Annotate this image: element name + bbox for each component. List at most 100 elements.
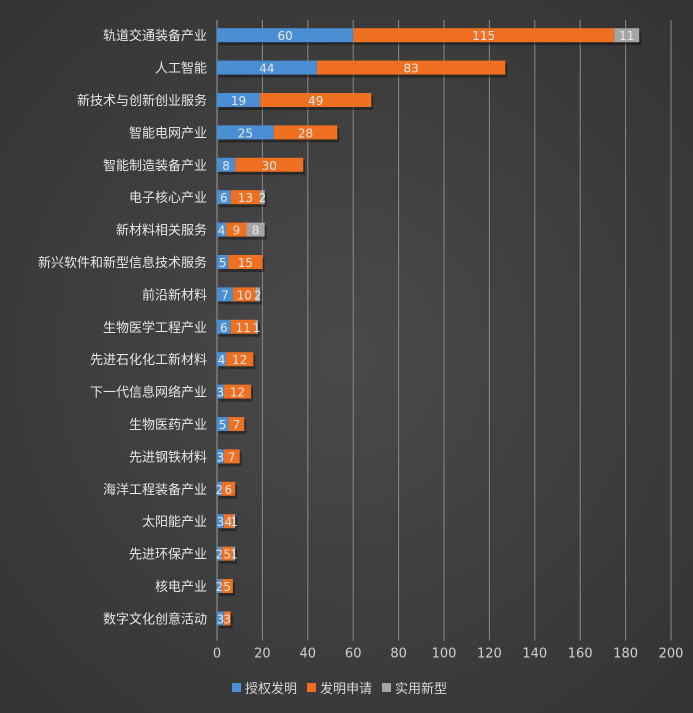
category-label: 前沿新材料: [142, 287, 207, 303]
data-label: 60: [277, 29, 292, 43]
x-tick-label: 160: [568, 647, 593, 662]
x-tick-label: 80: [390, 647, 407, 662]
data-label: 7: [228, 450, 236, 464]
bar-segment: [217, 190, 231, 205]
bar-segment: [230, 190, 261, 205]
bar-segment: [232, 287, 256, 302]
data-label: 4: [218, 224, 226, 238]
bar-segment: [217, 514, 224, 529]
bar-segment: [217, 611, 224, 626]
x-tick-label: 180: [613, 647, 638, 662]
data-label: 30: [262, 159, 277, 173]
data-label: 5: [219, 418, 227, 432]
bar-segment: [221, 481, 236, 496]
category-label: 电子核心产业: [129, 191, 207, 206]
legend-swatch: [232, 683, 241, 692]
bar-segment: [221, 546, 233, 561]
category-label: 智能电网产业: [129, 126, 207, 141]
category-label: 先进环保产业: [129, 548, 207, 563]
data-label: 7: [221, 288, 229, 302]
data-label: 6: [225, 483, 233, 497]
bar-segment: [228, 417, 245, 431]
x-tick-label: 140: [522, 647, 547, 662]
bar-segment: [221, 579, 233, 593]
category-label: 生物医学工程产业: [103, 320, 207, 336]
data-label: 9: [232, 224, 240, 238]
data-label: 2: [259, 191, 267, 205]
bar-segment: [226, 222, 247, 237]
data-label: 13: [238, 191, 253, 205]
x-tick-label: 60: [345, 647, 362, 662]
data-label: 15: [238, 256, 253, 270]
data-label: 11: [619, 29, 634, 43]
data-label: 12: [230, 386, 245, 400]
data-label: 4: [225, 515, 233, 529]
x-tick-label: 100: [432, 647, 457, 662]
bar-segment: [217, 93, 261, 107]
bar-segment: [217, 319, 231, 334]
bar-segment: [226, 352, 254, 367]
category-label: 新技术与创新创业服务: [77, 93, 207, 109]
data-label: 3: [217, 450, 225, 464]
bar-segment: [217, 481, 222, 496]
bar-segment: [217, 384, 224, 399]
bar-segment: [260, 190, 265, 205]
bar-segment: [255, 319, 258, 334]
bar-segment: [353, 28, 615, 43]
x-tick-label: 0: [213, 647, 221, 662]
legend-entry: 实用新型: [395, 681, 447, 697]
data-label: 49: [308, 94, 323, 108]
data-label: 1: [230, 548, 238, 562]
bar-segment: [232, 546, 236, 561]
data-label: 1: [253, 321, 261, 335]
category-label: 新材料相关服务: [116, 223, 207, 239]
bar-segment: [232, 514, 236, 529]
data-label: 5: [223, 580, 231, 594]
bar-segment: [614, 28, 640, 43]
data-label: 44: [259, 62, 274, 76]
bar-shadow: [257, 322, 260, 337]
bar-segment: [217, 125, 274, 140]
x-tick-label: 20: [254, 647, 271, 662]
category-label: 先进石化化工新材料: [90, 352, 207, 368]
data-label: 11: [235, 321, 250, 335]
data-label: 115: [472, 29, 495, 43]
category-label: 下一代信息网络产业: [90, 385, 207, 401]
category-label: 人工智能: [155, 62, 207, 77]
bar-segment: [217, 449, 224, 464]
data-label: 3: [217, 612, 225, 626]
category-label: 新兴软件和新型信息技术服务: [38, 255, 207, 271]
data-label: 5: [223, 548, 231, 562]
data-label: 2: [215, 483, 223, 497]
data-label: 3: [223, 612, 231, 626]
data-label: 10: [237, 288, 252, 302]
bar-segment: [255, 287, 261, 302]
category-label: 太阳能产业: [142, 515, 207, 530]
bar-segment: [217, 287, 233, 302]
bar-segment: [217, 28, 354, 43]
data-label: 25: [238, 126, 253, 140]
category-label: 先进钢铁材料: [129, 450, 207, 465]
bar-segment: [217, 255, 229, 269]
bar-shadow: [234, 517, 238, 532]
bar-segment: [246, 222, 265, 237]
bar-segment: [217, 579, 222, 593]
bar-segment: [217, 417, 229, 431]
legend-swatch: [382, 683, 391, 692]
data-label: 83: [403, 62, 418, 76]
bar-segment: [217, 60, 317, 75]
category-label: 轨道交通装备产业: [103, 28, 207, 44]
category-label: 核电产业: [155, 580, 207, 595]
bar-segment: [217, 157, 236, 172]
bar-segment: [316, 60, 506, 75]
bar-segment: [228, 255, 263, 269]
x-tick-label: 120: [477, 647, 502, 662]
bar-segment: [223, 611, 231, 626]
data-label: 1: [230, 515, 238, 529]
bar-segment: [235, 157, 304, 172]
bar-segment: [223, 514, 233, 529]
legend-swatch: [307, 683, 316, 692]
bar-segment: [217, 222, 227, 237]
bar-segment: [273, 125, 338, 140]
